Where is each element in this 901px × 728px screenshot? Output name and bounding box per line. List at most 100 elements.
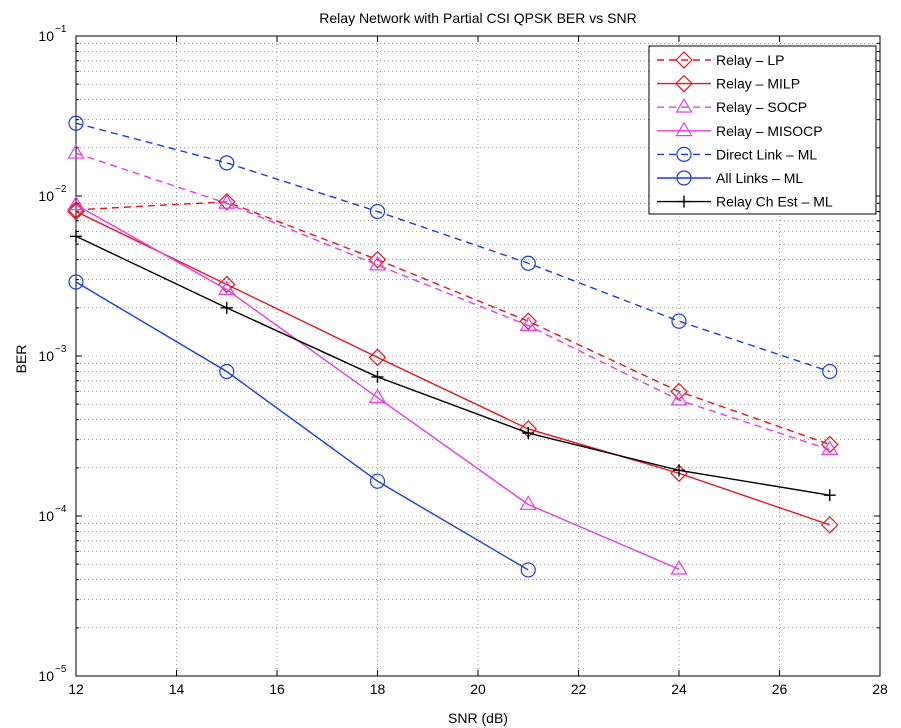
legend-label: Relay Ch Est – ML <box>716 194 833 210</box>
series-layer <box>67 115 839 578</box>
x-tick-label: 16 <box>269 681 285 697</box>
data-point-triangle <box>218 194 236 209</box>
x-tick-label: 12 <box>68 681 84 697</box>
data-point-diamond <box>368 250 387 269</box>
legend-label: Relay – LP <box>716 52 784 68</box>
data-point-circle <box>68 274 84 290</box>
y-tick-label: 10 −3 <box>38 344 66 364</box>
y-tick-label-base: 10 <box>38 188 54 204</box>
y-tick-label: 10 −1 <box>38 24 66 44</box>
y-tick-label-base: 10 <box>38 668 54 684</box>
y-axis: 10−510−410−310−210−1 <box>38 24 880 684</box>
series-line <box>75 204 680 570</box>
y-tick-label-exponent: −5 <box>55 664 67 675</box>
legend-label: Relay – MISOCP <box>716 123 823 139</box>
y-tick-label: 10 −2 <box>38 184 66 204</box>
legend-entry-3: Relay – MISOCP <box>657 121 823 139</box>
legend-entry-0: Relay – LP <box>657 51 784 69</box>
y-tick-label: 10 −4 <box>38 504 66 524</box>
series-line <box>75 235 830 496</box>
data-point-diamond <box>217 275 236 294</box>
y-tick-label-base: 10 <box>38 28 54 44</box>
data-point-triangle <box>675 98 693 113</box>
legend-box <box>648 45 877 215</box>
x-tick-label: 18 <box>370 681 386 697</box>
data-point-circle <box>68 115 84 131</box>
data-point-circle <box>676 170 692 186</box>
x-tick-label: 22 <box>571 681 587 697</box>
legend-label: All Links – ML <box>716 170 803 186</box>
chart-title: Relay Network with Partial CSI QPSK BER … <box>319 10 636 26</box>
y-tick-label-exponent: −4 <box>55 504 67 515</box>
data-point-plus <box>70 230 82 243</box>
data-point-triangle <box>218 280 236 296</box>
data-point-diamond <box>675 51 693 69</box>
data-point-triangle <box>519 495 537 510</box>
x-tick-label: 24 <box>671 681 687 697</box>
data-point-plus <box>678 195 690 208</box>
series-2 <box>67 144 839 456</box>
legend-label: Relay – SOCP <box>716 99 807 115</box>
x-tick-label: 26 <box>772 681 788 697</box>
y-tick-label-base: 10 <box>38 508 54 524</box>
y-axis-label: BER <box>13 345 29 374</box>
x-tick-label: 14 <box>169 681 185 697</box>
y-tick-label-exponent: −3 <box>55 344 67 355</box>
legend-label: Direct Link – ML <box>716 146 817 162</box>
data-point-triangle <box>821 440 839 456</box>
data-point-diamond <box>820 435 839 454</box>
series-5 <box>68 274 536 578</box>
data-point-circle <box>671 313 687 329</box>
legend-entry-6: Relay Ch Est – ML <box>657 194 833 210</box>
grid <box>76 36 880 676</box>
x-tick-label: 28 <box>872 681 888 697</box>
data-point-triangle <box>368 255 387 271</box>
series-6 <box>70 230 836 502</box>
legend-entry-4: Direct Link – ML <box>657 146 817 162</box>
y-tick-label-base: 10 <box>38 348 54 364</box>
data-point-triangle <box>675 121 693 137</box>
data-point-diamond <box>368 348 387 367</box>
data-point-plus <box>371 370 384 383</box>
data-point-diamond <box>519 312 538 331</box>
series-3 <box>67 195 688 575</box>
data-point-circle <box>219 363 235 380</box>
data-point-plus <box>220 301 233 314</box>
data-point-circle <box>219 155 235 171</box>
data-point-circle <box>822 363 838 380</box>
y-tick-label-exponent: −2 <box>55 184 67 195</box>
x-axis: 12 14 16 18 20 22 24 26 28 <box>68 36 888 697</box>
data-point-triangle <box>67 195 85 211</box>
data-point-triangle <box>67 144 85 159</box>
data-point-circle <box>520 562 536 578</box>
data-point-plus <box>823 489 836 502</box>
data-point-circle <box>369 203 386 220</box>
data-point-triangle <box>519 316 537 331</box>
data-point-triangle <box>368 388 387 403</box>
y-tick-label-exponent: −1 <box>55 24 67 35</box>
data-point-diamond <box>67 202 85 221</box>
x-tick-label: 20 <box>470 681 486 697</box>
data-point-circle <box>369 473 386 489</box>
series-line <box>75 281 529 571</box>
data-point-diamond <box>675 74 693 93</box>
data-point-circle <box>676 146 692 162</box>
data-point-plus <box>673 464 685 477</box>
series-line <box>75 201 830 446</box>
series-line <box>75 210 830 526</box>
legend-entry-2: Relay – SOCP <box>657 98 807 115</box>
data-point-triangle <box>670 390 688 406</box>
legend-entry-5: All Links – ML <box>657 170 803 186</box>
series-4 <box>68 115 838 380</box>
data-point-diamond <box>217 192 236 211</box>
legend-entry-1: Relay – MILP <box>657 74 800 93</box>
series-line <box>75 152 830 451</box>
data-point-plus <box>522 427 535 440</box>
data-point-diamond <box>820 516 839 534</box>
legend: Relay – LP Relay – MILP Relay – SOCP Relay … <box>648 45 877 215</box>
y-tick-label: 10 −5 <box>38 664 66 684</box>
data-point-triangle <box>670 560 688 575</box>
legend-label: Relay – MILP <box>716 76 800 92</box>
series-line <box>75 122 830 373</box>
